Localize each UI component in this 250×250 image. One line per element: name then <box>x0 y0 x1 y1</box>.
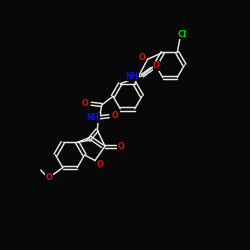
Text: Cl: Cl <box>178 30 187 39</box>
Text: O: O <box>138 53 145 62</box>
Text: O: O <box>82 99 89 108</box>
Text: NH: NH <box>125 72 138 81</box>
Text: O: O <box>97 160 104 169</box>
Text: O: O <box>111 112 118 120</box>
Text: O: O <box>117 142 124 151</box>
Text: NH: NH <box>86 114 99 122</box>
Text: O: O <box>46 172 52 182</box>
Text: O: O <box>153 61 160 70</box>
